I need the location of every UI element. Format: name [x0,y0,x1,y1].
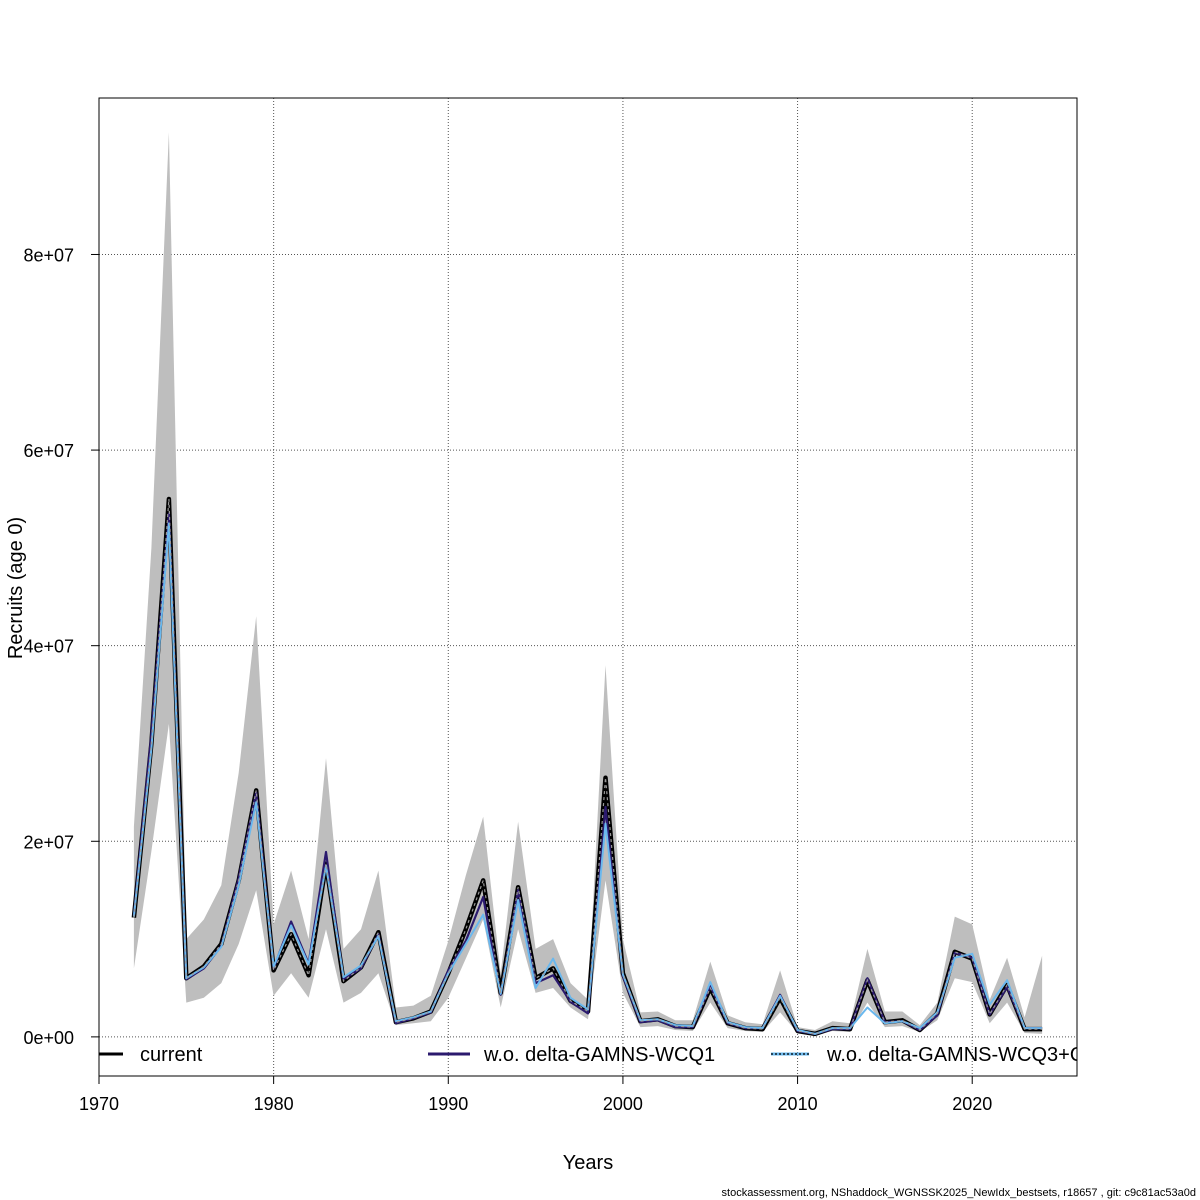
legend-item-wo-wcq3: w.o. delta-GAMNS-WCQ3+Q4 [771,1044,1097,1066]
legend-item-wo-wcq1: w.o. delta-GAMNS-WCQ1 [428,1044,715,1066]
series-line-wo-wcq3 [132,522,1043,1035]
y-axis-title: Recruits (age 0) [5,517,27,659]
series-line-current [131,496,1043,1037]
legend-item-current: current [99,1044,203,1066]
y-tick-label: 0e+00 [23,1028,74,1048]
x-axis-title: Years [563,1152,613,1174]
y-tick-label: 4e+07 [23,637,74,657]
gridlines [98,98,1077,1076]
legend-label: w.o. delta-GAMNS-WCQ3+Q4 [826,1044,1097,1066]
x-tick-label: 1980 [254,1094,294,1114]
axes: 1970 1980 1990 2000 2010 2020 0e+00 2e+07 4e+07 6… [23,245,992,1114]
legend-label: current [140,1044,203,1066]
plot-frame [98,97,1078,1077]
legend: current w.o. delta-GAMNS-WCQ1 w.o. delta-G… [99,1044,1097,1066]
x-tick-label: 1970 [79,1094,119,1114]
confidence-band-layer [133,132,1043,1035]
x-tick-label: 1990 [428,1094,468,1114]
confidence-band [133,132,1043,1035]
series-line-current-dots [133,498,1043,1035]
legend-label: w.o. delta-GAMNS-WCQ1 [483,1044,715,1066]
y-tick-label: 6e+07 [23,441,74,461]
y-tick-label: 2e+07 [23,832,74,852]
x-tick-label: 2010 [778,1094,818,1114]
x-tick-label: 2000 [603,1094,643,1114]
series-layer [131,496,1043,1037]
y-tick-label: 8e+07 [23,245,74,265]
footer-source: stockassessment.org, NShaddock_WGNSSK202… [722,1187,1196,1199]
x-tick-label: 2020 [952,1094,992,1114]
